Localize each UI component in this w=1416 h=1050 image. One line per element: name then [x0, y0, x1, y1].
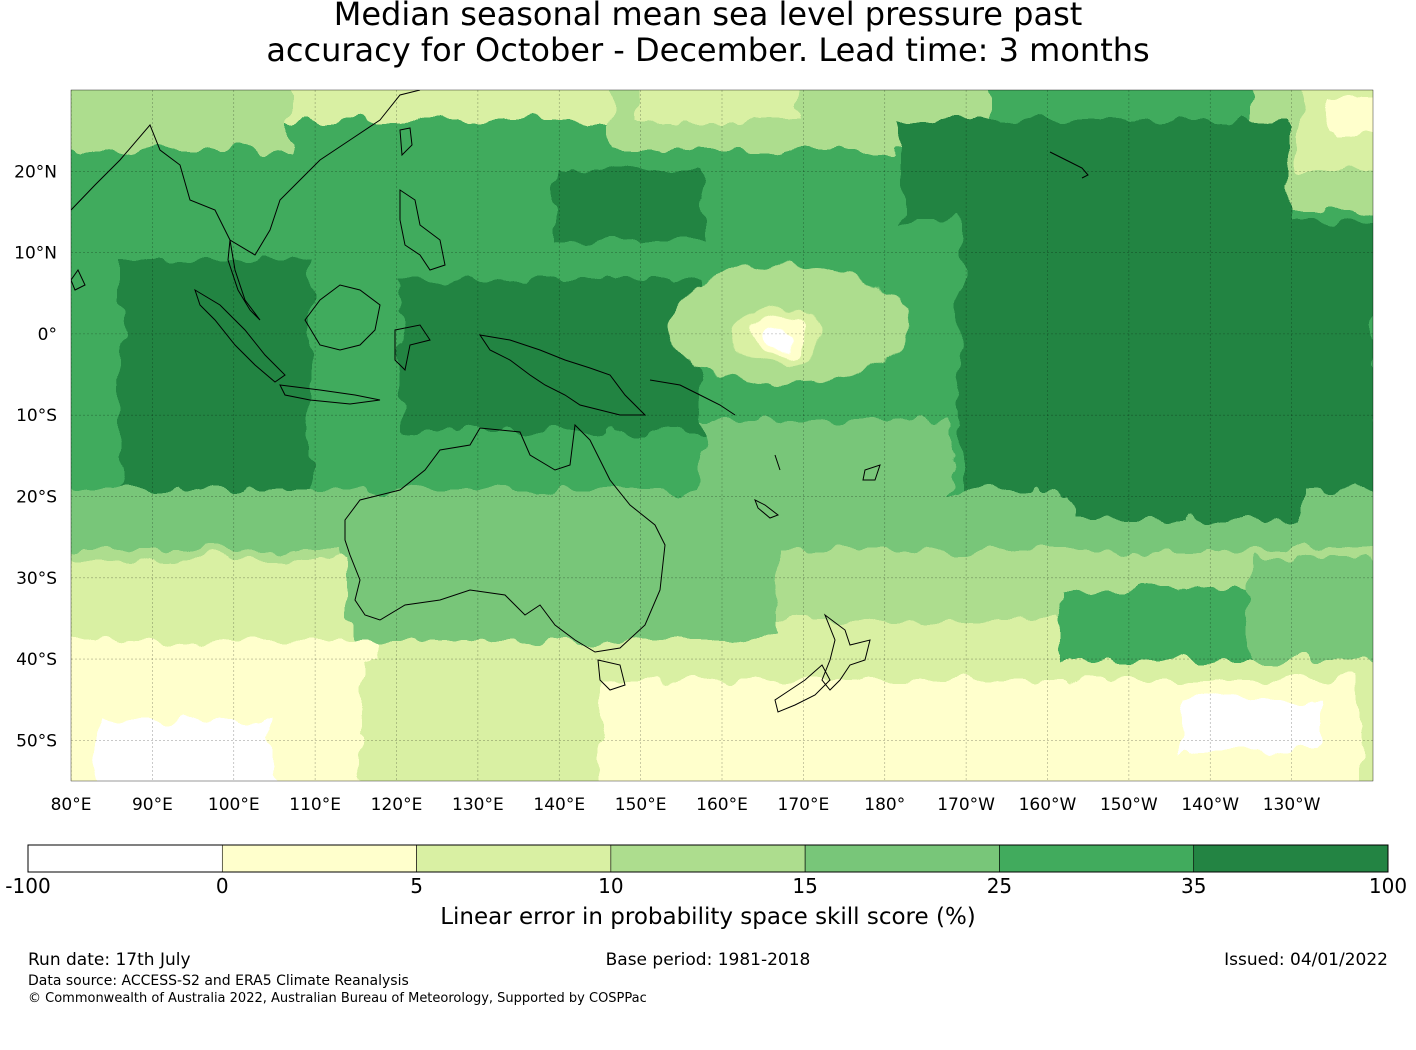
- lon-tick-label: 170°E: [778, 795, 830, 815]
- data-source: Data source: ACCESS-S2 and ERA5 Climate …: [28, 973, 409, 989]
- lon-tick-label: 170°W: [937, 795, 995, 815]
- lat-tick-label: 20°N: [14, 162, 57, 182]
- new-zealand-south-coast: [774, 664, 831, 713]
- philippines-coast: [399, 189, 446, 271]
- colorbar-tick-label: -100: [5, 874, 50, 898]
- colorbar-tick-label: 0: [216, 874, 229, 898]
- new-caledonia-coast: [754, 498, 780, 519]
- tasmania-coast: [597, 659, 626, 691]
- lat-tick-label: 30°S: [16, 569, 57, 589]
- lat-tick-label: 40°S: [16, 650, 57, 670]
- run-date: Run date: 17th July: [28, 950, 191, 970]
- skill-score-field: [71, 90, 1373, 781]
- borneo-coast: [304, 284, 381, 351]
- lat-tick-label: 10°N: [14, 244, 57, 264]
- lat-tick-label: 10°S: [16, 406, 57, 426]
- vanuatu-coast: [774, 454, 781, 471]
- colorbar-label: Linear error in probability space skill …: [440, 904, 976, 930]
- lon-tick-label: 140°E: [533, 795, 585, 815]
- colorbar-tick-label: 5: [410, 874, 423, 898]
- coastlines: [71, 90, 1089, 713]
- solomon-islands-coast: [649, 379, 736, 416]
- colorbar-segment: [610, 844, 806, 873]
- colorbar-tick-label: 100: [1369, 874, 1407, 898]
- lon-tick-label: 160°W: [1019, 795, 1077, 815]
- lat-tick-label: 20°S: [16, 487, 57, 507]
- colorbar-tick-label: 15: [792, 874, 817, 898]
- lon-tick-label: 120°E: [371, 795, 423, 815]
- lon-axis-labels: 80°E 90°E 100°E 110°E 120°E 130°E 140°E 150°E 16…: [51, 795, 1321, 815]
- title-line-1: Median seasonal mean sea level pressure …: [333, 0, 1083, 33]
- colorbar-segment: [999, 844, 1195, 873]
- sumatra-coast: [194, 288, 286, 383]
- issued-date: Issued: 04/01/2022: [1224, 950, 1388, 970]
- colorbar-segment: [804, 844, 1000, 873]
- lon-tick-label: 150°E: [615, 795, 667, 815]
- colorbar: -100 0 5 10 15 25 35 100: [5, 844, 1407, 898]
- colorbar-segment: [27, 844, 223, 873]
- colorbar-segment: [416, 844, 612, 873]
- graticule: [71, 90, 1373, 781]
- colorbar-tick-label: 25: [987, 874, 1012, 898]
- lon-tick-label: 80°E: [51, 795, 92, 815]
- colorbar-segment: [221, 844, 417, 873]
- malay-peninsula-coast: [227, 239, 261, 321]
- java-coast: [279, 384, 381, 405]
- lat-tick-label: 0°: [38, 325, 57, 345]
- lon-tick-label: 150°W: [1100, 795, 1158, 815]
- new-guinea-coast: [478, 334, 647, 416]
- sulawesi-coast: [394, 324, 431, 372]
- title-line-2: accuracy for October - December. Lead ti…: [266, 31, 1150, 69]
- india-sri-lanka-coast: [71, 269, 86, 291]
- lon-tick-label: 160°E: [696, 795, 748, 815]
- colorbar-outline: [27, 844, 1389, 873]
- lon-tick-label: 130°W: [1263, 795, 1321, 815]
- colorbar-segment: [1193, 844, 1389, 873]
- map-frame: [70, 89, 1374, 782]
- fiji-coast: [862, 464, 881, 481]
- asia-mainland-coast: [71, 90, 421, 256]
- lon-tick-label: 180°: [864, 795, 905, 815]
- lon-tick-label: 140°W: [1181, 795, 1239, 815]
- map-title: Median seasonal mean sea level pressure …: [0, 0, 1416, 68]
- base-period: Base period: 1981-2018: [605, 950, 811, 970]
- colorbar-tick-label: 35: [1181, 874, 1206, 898]
- lon-tick-label: 100°E: [208, 795, 260, 815]
- australia-coast: [344, 423, 666, 653]
- lon-tick-label: 130°E: [452, 795, 504, 815]
- taiwan-coast: [399, 127, 413, 157]
- hawaii-coast: [1049, 151, 1089, 179]
- copyright: © Commonwealth of Australia 2022, Austra…: [28, 991, 647, 1006]
- lon-tick-label: 90°E: [132, 795, 173, 815]
- colorbar-tick-label: 10: [598, 874, 623, 898]
- lat-tick-label: 50°S: [16, 731, 57, 751]
- lon-tick-label: 110°E: [289, 795, 341, 815]
- new-zealand-north-coast: [821, 613, 871, 691]
- lat-axis-labels: 20°N 10°N 0° 10°S 20°S 30°S 40°S 50°S: [14, 162, 57, 751]
